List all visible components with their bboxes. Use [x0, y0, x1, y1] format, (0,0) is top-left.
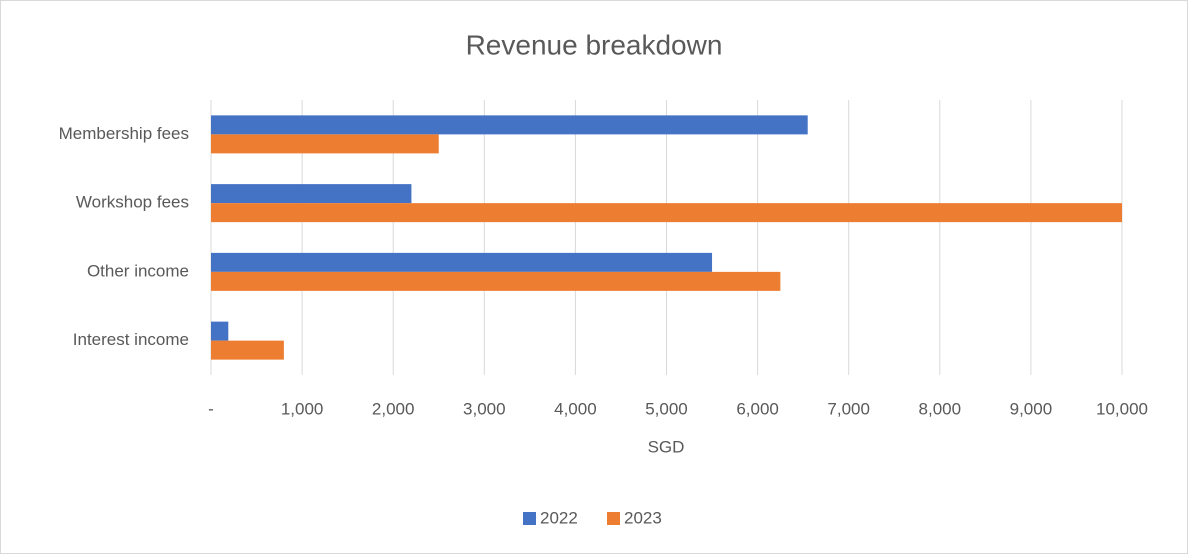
legend-label: 2022 — [540, 508, 578, 527]
y-tick-label: Membership fees — [59, 124, 189, 143]
bar — [211, 252, 713, 272]
x-tick-label: 3,000 — [463, 399, 506, 418]
legend-swatch — [607, 512, 620, 525]
x-tick-label: 9,000 — [1010, 399, 1053, 418]
x-tick-label: 10,000 — [1096, 399, 1148, 418]
bar — [211, 115, 808, 135]
bar — [211, 321, 229, 341]
x-tick-label: - — [208, 399, 214, 418]
bar — [211, 184, 412, 204]
legend-label: 2023 — [624, 508, 662, 527]
x-tick-label: 4,000 — [554, 399, 597, 418]
bar — [211, 271, 781, 291]
x-axis-label: SGD — [648, 437, 685, 456]
y-tick-label: Workshop fees — [76, 193, 189, 212]
bar — [211, 340, 284, 360]
bar — [211, 203, 1122, 223]
legend-swatch — [523, 512, 536, 525]
x-tick-label: 1,000 — [281, 399, 324, 418]
x-tick-label: 6,000 — [736, 399, 779, 418]
x-tick-label: 5,000 — [645, 399, 688, 418]
y-tick-label: Other income — [87, 261, 189, 280]
y-tick-label: Interest income — [73, 330, 189, 349]
x-tick-label: 2,000 — [372, 399, 415, 418]
x-tick-label: 7,000 — [827, 399, 870, 418]
bar — [211, 134, 439, 154]
x-tick-label: 8,000 — [919, 399, 962, 418]
chart-title: Revenue breakdown — [466, 29, 723, 60]
